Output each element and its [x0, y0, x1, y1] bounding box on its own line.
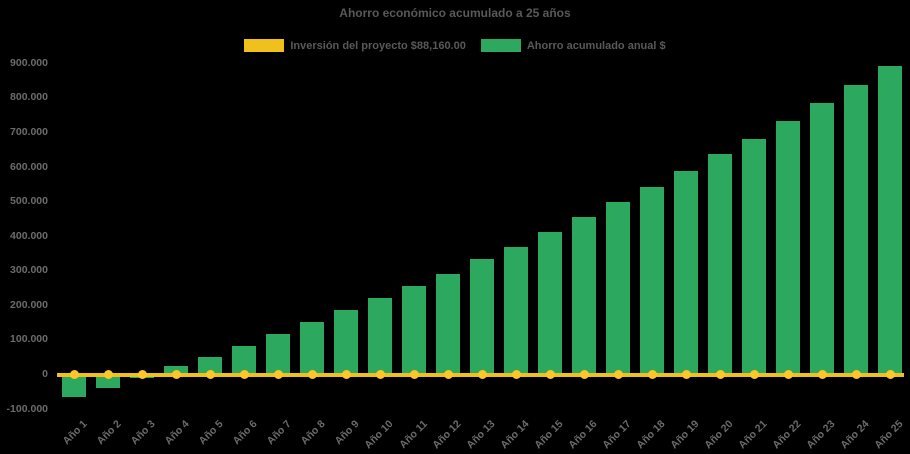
- legend-label-savings: Ahorro acumulado anual $: [526, 39, 666, 52]
- bar-año-17: [606, 202, 630, 375]
- investment-line-marker: [69, 370, 79, 379]
- investment-line-marker: [681, 370, 691, 379]
- bar-año-21: [742, 138, 766, 375]
- bar-año-24: [844, 85, 868, 375]
- x-axis-tick-label: Año 18: [634, 418, 668, 452]
- x-axis-tick-label: Año 9: [332, 418, 362, 448]
- bar-año-9: [334, 310, 358, 375]
- x-axis-tick-label: Año 15: [532, 418, 566, 452]
- x-axis-tick-label: Año 25: [872, 418, 906, 452]
- x-axis-tick-label: Año 20: [702, 418, 736, 452]
- investment-line-marker: [817, 370, 827, 379]
- legend-label-investment: Inversión del proyecto $88,160.00: [290, 39, 466, 52]
- bar-año-14: [504, 247, 528, 375]
- investment-line-marker: [341, 370, 351, 379]
- investment-line-marker: [647, 370, 657, 379]
- legend-item-investment: Inversión del proyecto $88,160.00: [244, 39, 466, 52]
- bar-año-7: [266, 334, 290, 375]
- investment-line-marker: [851, 370, 861, 379]
- bar-año-23: [810, 103, 834, 375]
- investment-line-marker: [715, 370, 725, 379]
- x-axis-tick-label: Año 22: [770, 418, 804, 452]
- x-axis-tick-label: Año 10: [362, 418, 396, 452]
- investment-line-marker: [103, 370, 113, 379]
- investment-line-marker: [239, 370, 249, 379]
- x-axis-tick-label: Año 16: [566, 418, 600, 452]
- investment-line-marker: [443, 370, 453, 379]
- bar-año-15: [538, 232, 562, 375]
- investment-line-marker: [137, 370, 147, 379]
- y-axis-tick-label: 900.000: [10, 56, 48, 69]
- bar-año-12: [436, 273, 460, 375]
- x-axis-tick-label: Año 17: [600, 418, 634, 452]
- investment-line-marker: [307, 370, 317, 379]
- bar-año-16: [572, 217, 596, 375]
- y-axis-tick-label: 600.000: [10, 160, 48, 173]
- y-axis-tick-label: 500.000: [10, 195, 48, 208]
- y-axis-tick-label: 200.000: [10, 298, 48, 311]
- bar-año-2: [96, 374, 120, 389]
- x-axis-tick-label: Año 4: [162, 418, 192, 448]
- bar-año-4: [164, 365, 188, 375]
- bar-año-20: [708, 153, 732, 375]
- bar-año-8: [300, 321, 324, 375]
- x-axis-tick-label: Año 2: [94, 418, 124, 448]
- bar-año-18: [640, 187, 664, 375]
- bar-año-10: [368, 298, 392, 375]
- investment-line-marker: [783, 370, 793, 379]
- y-axis-tick-label: 300.000: [10, 264, 48, 277]
- investment-line-marker: [579, 370, 589, 379]
- y-axis-tick-label: 700.000: [10, 126, 48, 138]
- x-axis-tick-label: Año 11: [396, 418, 430, 451]
- bar-año-22: [776, 121, 800, 375]
- investment-line-marker: [477, 370, 487, 379]
- legend-item-savings: Ahorro acumulado anual $: [480, 39, 666, 52]
- chart-title: Ahorro económico acumulado a 25 años: [339, 6, 571, 20]
- investment-line-marker: [885, 370, 895, 379]
- x-axis-tick-label: Año 14: [498, 418, 532, 452]
- investment-line-marker: [171, 370, 181, 379]
- bar-año-1: [62, 374, 86, 398]
- investment-line-marker: [273, 370, 283, 379]
- chart-legend: Inversión del proyecto $88,160.00 Ahorro…: [0, 39, 910, 52]
- investment-line-marker: [511, 370, 521, 379]
- x-axis-tick-label: Año 7: [264, 418, 294, 448]
- x-axis-tick-label: Año 8: [298, 418, 328, 448]
- investment-swatch-icon: [244, 39, 285, 52]
- investment-line-marker: [205, 370, 215, 379]
- investment-line-marker: [375, 370, 385, 379]
- bar-año-19: [674, 171, 698, 375]
- x-axis-tick-label: Año 5: [196, 418, 226, 448]
- x-axis-tick-label: Año 12: [430, 418, 464, 452]
- x-axis-tick-label: Año 24: [838, 418, 872, 452]
- bar-año-5: [198, 356, 222, 375]
- bar-año-25: [878, 65, 902, 375]
- x-axis-tick-label: Año 3: [128, 418, 158, 448]
- y-axis-tick-label: -100.000: [6, 402, 48, 415]
- x-axis-tick-label: Año 19: [668, 418, 702, 452]
- x-axis-tick-label: Año 6: [230, 418, 260, 448]
- y-axis-tick-label: 100.000: [10, 333, 48, 346]
- x-axis-tick-label: Año 21: [736, 418, 770, 452]
- bar-año-6: [232, 345, 256, 375]
- y-axis-tick-label: 800.000: [10, 91, 48, 104]
- savings-swatch-icon: [480, 39, 521, 52]
- investment-line-marker: [749, 370, 759, 379]
- y-axis-tick-label: 0: [42, 368, 48, 380]
- x-axis-tick-label: Año 1: [60, 418, 90, 448]
- bar-año-11: [402, 286, 426, 375]
- x-axis-tick-label: Año 23: [804, 418, 838, 452]
- y-axis-tick-label: 400.000: [10, 229, 48, 242]
- investment-line-marker: [409, 370, 419, 379]
- investment-line-marker: [545, 370, 555, 379]
- bar-año-13: [470, 259, 494, 375]
- x-axis-tick-label: Año 13: [464, 418, 498, 452]
- investment-line-marker: [613, 370, 623, 379]
